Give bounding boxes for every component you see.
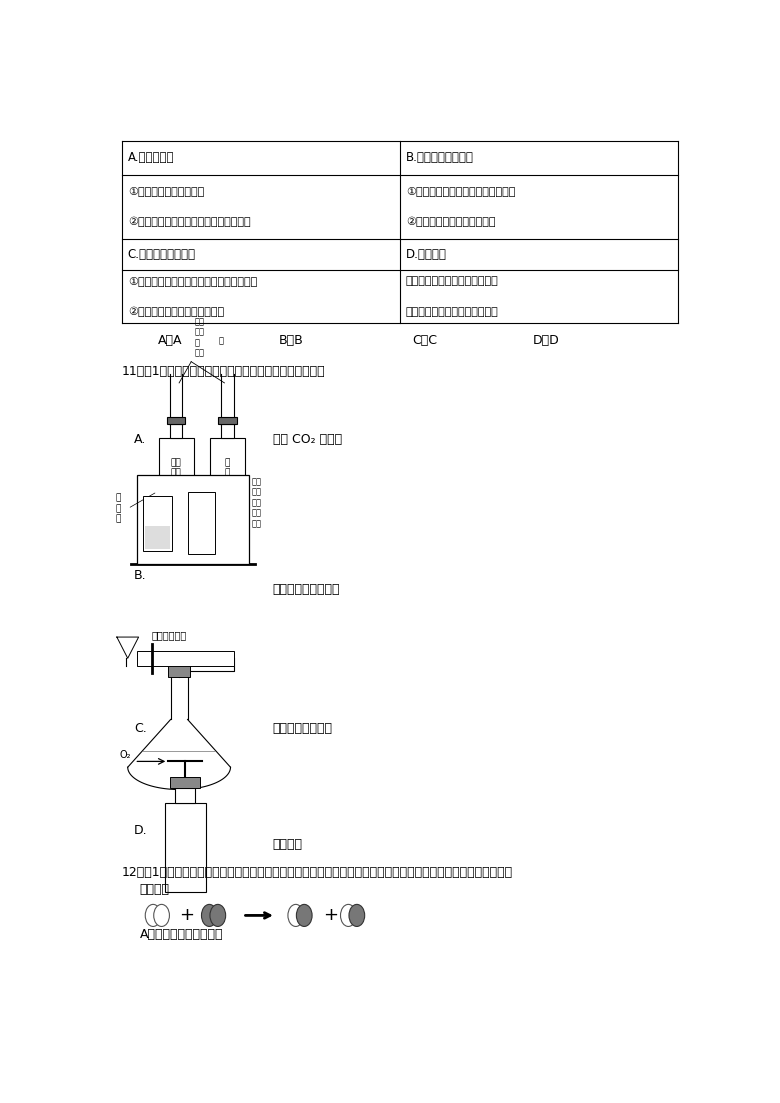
Text: B．B: B．B <box>279 334 303 347</box>
Text: O₂: O₂ <box>120 750 131 760</box>
Bar <box>158 438 193 514</box>
Text: +: + <box>179 907 194 924</box>
Text: 左右推动活塞: 左右推动活塞 <box>152 631 187 641</box>
Text: 证明分子在不断运动: 证明分子在不断运动 <box>273 582 340 596</box>
Text: D．D: D．D <box>533 334 559 347</box>
Bar <box>222 425 233 438</box>
Text: ②用燃着的木条鉴别氮气和氧气: ②用燃着的木条鉴别氮气和氧气 <box>128 307 224 318</box>
Text: B.: B. <box>134 569 147 582</box>
Circle shape <box>145 904 161 927</box>
Text: C.对物质鉴别的认识: C.对物质鉴别的认识 <box>128 248 196 260</box>
Text: A.: A. <box>134 433 146 447</box>
Text: +: + <box>324 907 339 924</box>
Text: 检查装置的气密性: 检查装置的气密性 <box>273 722 333 735</box>
Circle shape <box>341 904 356 927</box>
Bar <box>167 417 186 425</box>
Text: D.: D. <box>134 824 147 837</box>
Text: 地壳中含量最多的元素：氧元素: 地壳中含量最多的元素：氧元素 <box>406 277 498 287</box>
Bar <box>176 788 195 803</box>
Bar <box>136 651 233 666</box>
Text: ②氧气具有助燃性：用作燃料: ②氧气具有助燃性：用作燃料 <box>406 217 495 227</box>
Text: 空气中含量最多的元素：氮元素: 空气中含量最多的元素：氮元素 <box>406 307 498 317</box>
Circle shape <box>288 904 303 927</box>
Text: B.物质的性质与用途: B.物质的性质与用途 <box>406 151 473 164</box>
Bar <box>210 438 245 514</box>
Circle shape <box>154 904 169 927</box>
Text: ②混合物：冰水混合物、空气、稀有气体: ②混合物：冰水混合物、空气、稀有气体 <box>128 217 250 227</box>
Text: 比较 CO₂ 的含量: 比较 CO₂ 的含量 <box>273 433 342 447</box>
Text: 的: 的 <box>218 336 223 345</box>
Text: 等量
澄清
石
灰水: 等量 澄清 石 灰水 <box>194 318 204 357</box>
Text: C.: C. <box>134 722 147 735</box>
Text: 12．（1分）如图表示两种气体发生化学反应的微观示意图，其中相同的球代表同种原子。你认为下列说法正确的是: 12．（1分）如图表示两种气体发生化学反应的微观示意图，其中相同的球代表同种原子… <box>122 867 512 879</box>
Circle shape <box>210 904 225 927</box>
Text: A．生成物一定是混合物: A．生成物一定是混合物 <box>140 929 223 942</box>
Text: （　　）: （ ） <box>140 884 170 897</box>
Text: 收集氧气: 收集氧气 <box>273 837 303 850</box>
Circle shape <box>201 904 217 927</box>
Text: D.元素之最: D.元素之最 <box>406 248 447 260</box>
Bar <box>171 777 200 788</box>
Text: 11．（1分）下列实验方案不能达到相应目的的是（　　）: 11．（1分）下列实验方案不能达到相应目的的是（ ） <box>122 365 325 378</box>
Text: 空
气: 空 气 <box>225 458 230 478</box>
Text: ①用品尝的方法鉴别实验室的氯化钠和蔗糖: ①用品尝的方法鉴别实验室的氯化钠和蔗糖 <box>128 277 257 287</box>
Bar <box>218 417 236 425</box>
Text: 滴有
酚酞
试液
的蒸
馏水: 滴有 酚酞 试液 的蒸 馏水 <box>252 478 261 528</box>
Bar <box>143 496 172 552</box>
Bar <box>170 425 183 438</box>
Circle shape <box>296 904 312 927</box>
Bar <box>144 526 170 548</box>
Text: A.物质的分类: A.物质的分类 <box>128 151 174 164</box>
Text: A．A: A．A <box>158 334 183 347</box>
Bar <box>168 665 190 677</box>
Circle shape <box>349 904 365 927</box>
Text: 呼出
气体: 呼出 气体 <box>171 458 182 478</box>
Bar <box>165 803 206 892</box>
Text: ①氮气化学性质不活泼：用作保护气: ①氮气化学性质不活泼：用作保护气 <box>406 186 515 196</box>
Text: C．C: C．C <box>412 334 437 347</box>
Bar <box>136 474 249 564</box>
Text: ①单质：铁、氧气、红磷: ①单质：铁、氧气、红磷 <box>128 186 204 196</box>
Text: 浓
氨
水: 浓 氨 水 <box>116 494 122 524</box>
Bar <box>188 492 215 554</box>
